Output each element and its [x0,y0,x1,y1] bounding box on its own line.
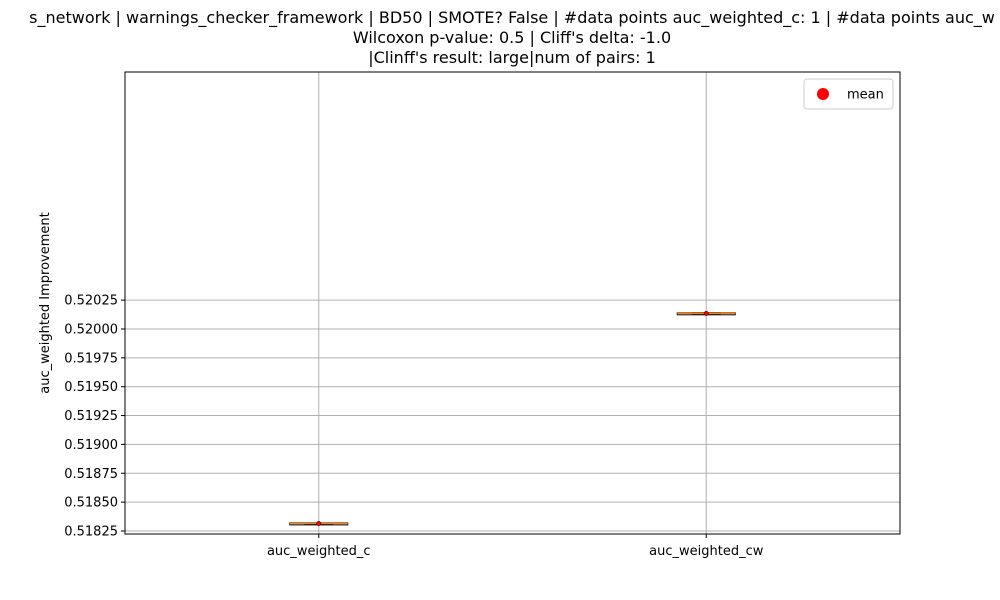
plot-frame [124,71,901,535]
chart-title-line-1: s_network | warnings_checker_framework |… [29,8,995,28]
y-tick-label: 0.51950 [64,380,118,395]
legend-label: mean [847,88,884,103]
y-tick-label: 0.52000 [64,322,118,337]
y-tick-label: 0.51975 [64,351,118,366]
x-tick-label: auc_weighted_c [267,544,371,559]
y-tick-label: 0.51900 [64,438,118,453]
plot-marks [289,310,736,526]
legend-frame [803,78,894,110]
y-tick-label: 0.52025 [64,294,118,309]
mean-marker [703,310,709,316]
legend-marker-mean [817,88,829,100]
chart-title-line-2: Wilcoxon p-value: 0.5 | Cliff's delta: -… [353,28,671,47]
y-tick-label: 0.51825 [64,524,118,539]
y-tick-label: 0.51925 [64,409,118,424]
chart-title-line-3: |Clinff's result: large|num of pairs: 1 [368,48,656,67]
y-tick-label: 0.51875 [64,467,118,482]
axes: 0.51825 0.51850 0.51875 0.51900 0.51925 0.519… [64,71,901,559]
y-tick-label: 0.51850 [64,496,118,511]
grid-lines [125,72,900,534]
chart-title: s_network | warnings_checker_framework |… [29,8,995,67]
y-axis-label: auc_weighted Improvement [38,212,53,394]
mean-marker [316,521,322,526]
legend: mean [803,78,894,110]
x-tick-label: auc_weighted_cw [649,544,764,559]
